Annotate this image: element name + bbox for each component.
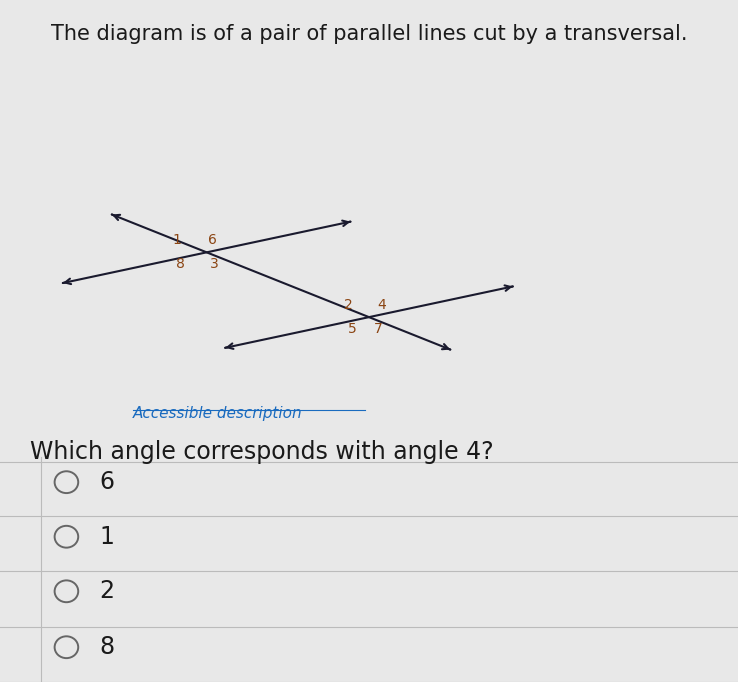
Text: 1: 1 bbox=[173, 233, 182, 248]
Text: Which angle corresponds with angle 4?: Which angle corresponds with angle 4? bbox=[30, 440, 493, 464]
Text: 8: 8 bbox=[100, 635, 114, 659]
Text: 3: 3 bbox=[210, 257, 218, 271]
Text: 1: 1 bbox=[100, 524, 114, 549]
Text: 2: 2 bbox=[345, 298, 353, 312]
Text: 6: 6 bbox=[207, 233, 217, 248]
Text: 8: 8 bbox=[176, 257, 185, 271]
Text: 4: 4 bbox=[378, 298, 386, 312]
Text: 6: 6 bbox=[100, 470, 114, 494]
Text: 7: 7 bbox=[374, 322, 382, 336]
Text: Accessible description: Accessible description bbox=[133, 406, 303, 421]
Text: The diagram is of a pair of parallel lines cut by a transversal.: The diagram is of a pair of parallel lin… bbox=[51, 24, 687, 44]
Text: 5: 5 bbox=[348, 322, 356, 336]
Text: 2: 2 bbox=[100, 579, 114, 604]
